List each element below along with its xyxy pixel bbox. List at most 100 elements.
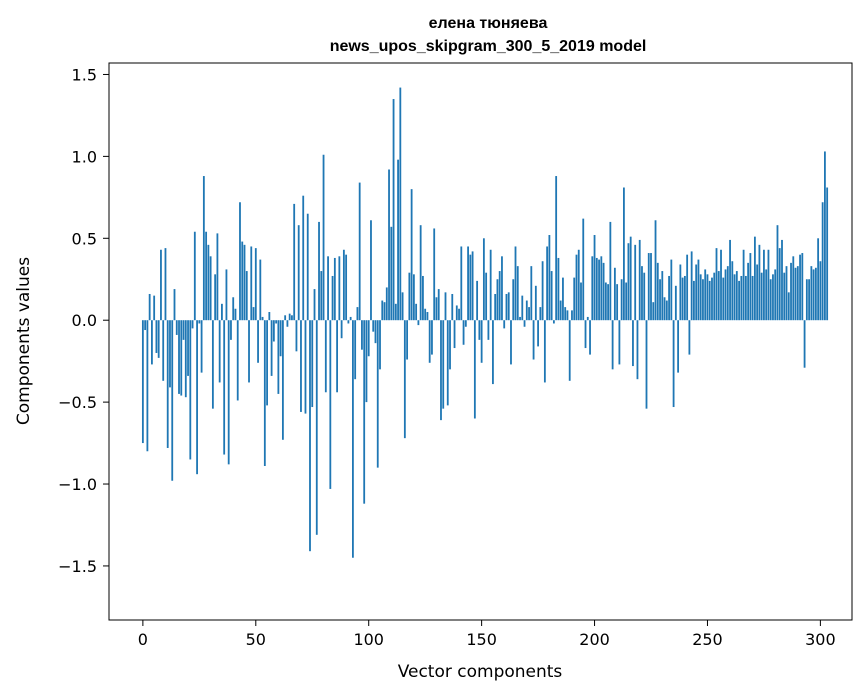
bar bbox=[455, 305, 458, 321]
bar bbox=[632, 320, 634, 367]
y-axis-label: Components values bbox=[14, 257, 34, 425]
bar bbox=[291, 315, 293, 321]
bar bbox=[202, 176, 205, 321]
bar bbox=[478, 320, 481, 340]
bar bbox=[340, 320, 343, 339]
y-tick-label: 0.5 bbox=[72, 229, 97, 248]
bar bbox=[740, 275, 743, 321]
bar bbox=[564, 307, 567, 321]
bar bbox=[713, 272, 716, 321]
bar bbox=[796, 266, 799, 321]
bar bbox=[376, 320, 379, 468]
bar bbox=[198, 320, 201, 324]
bar bbox=[595, 257, 598, 321]
bar bbox=[356, 307, 359, 321]
bar bbox=[625, 282, 628, 321]
bar bbox=[794, 267, 797, 321]
bar bbox=[342, 249, 345, 321]
bar bbox=[751, 275, 754, 321]
bar bbox=[440, 320, 442, 421]
bar bbox=[275, 320, 278, 324]
y-tick-label: 0.0 bbox=[72, 311, 97, 330]
bar bbox=[327, 256, 329, 321]
bar bbox=[582, 218, 585, 321]
bar bbox=[354, 320, 357, 380]
bar bbox=[336, 320, 338, 393]
bar bbox=[604, 282, 607, 321]
bar bbox=[171, 320, 174, 481]
bar bbox=[726, 266, 729, 321]
bar bbox=[286, 320, 289, 327]
chart-title: елена тюняева bbox=[429, 15, 548, 32]
bar bbox=[627, 243, 630, 321]
bar bbox=[300, 320, 302, 412]
bar bbox=[805, 279, 808, 321]
bar bbox=[638, 239, 641, 321]
bar bbox=[175, 320, 178, 335]
bar bbox=[790, 262, 792, 321]
bar bbox=[792, 256, 795, 321]
bar bbox=[591, 256, 594, 321]
bar bbox=[329, 320, 332, 489]
bar bbox=[331, 275, 334, 321]
bar bbox=[361, 320, 363, 350]
bar bbox=[144, 320, 147, 331]
bar bbox=[623, 187, 625, 321]
bar bbox=[261, 316, 264, 321]
bar bbox=[611, 320, 614, 370]
x-axis-ticks: 0 50 100 150 200 250 300 bbox=[138, 620, 836, 649]
y-tick-label: −0.5 bbox=[58, 393, 97, 412]
bar bbox=[449, 320, 451, 370]
x-tick-label: 50 bbox=[246, 630, 266, 649]
bar bbox=[708, 280, 711, 321]
bar bbox=[313, 289, 316, 321]
bar bbox=[431, 320, 433, 355]
bar bbox=[153, 295, 156, 321]
bar bbox=[571, 310, 573, 321]
bar bbox=[715, 248, 718, 321]
bar bbox=[345, 254, 348, 321]
bar bbox=[787, 292, 790, 321]
bar bbox=[403, 320, 406, 439]
bar bbox=[767, 249, 770, 321]
bar bbox=[546, 246, 549, 321]
bar bbox=[365, 320, 368, 403]
bar bbox=[489, 249, 492, 321]
bar bbox=[763, 249, 765, 321]
bar bbox=[552, 320, 555, 324]
bar bbox=[758, 244, 761, 321]
bar bbox=[257, 320, 259, 363]
bar bbox=[496, 279, 499, 321]
bar bbox=[555, 176, 558, 321]
bar bbox=[573, 277, 576, 321]
y-axis-ticks: 1.5 1.0 0.5 0.0 −0.5 −1.0 −1.5 bbox=[58, 65, 109, 576]
bar bbox=[236, 320, 239, 401]
bar bbox=[162, 320, 165, 381]
bar bbox=[641, 266, 643, 321]
bar bbox=[602, 262, 605, 321]
bar bbox=[248, 320, 250, 383]
bar bbox=[704, 269, 707, 321]
bar bbox=[801, 253, 804, 321]
bar bbox=[688, 320, 691, 355]
bar bbox=[315, 320, 318, 535]
bar bbox=[281, 320, 284, 440]
bar bbox=[765, 269, 768, 321]
bar bbox=[367, 320, 370, 357]
bar bbox=[318, 221, 320, 321]
bar bbox=[783, 272, 786, 321]
bar bbox=[182, 320, 185, 340]
bar bbox=[426, 312, 429, 321]
x-tick-label: 0 bbox=[138, 630, 148, 649]
bar bbox=[577, 249, 580, 321]
x-tick-label: 200 bbox=[579, 630, 610, 649]
chart-subtitle: news_upos_skipgram_300_5_2019 model bbox=[330, 38, 647, 55]
bar bbox=[460, 246, 463, 321]
bar bbox=[774, 269, 777, 321]
bar bbox=[293, 203, 296, 321]
bar bbox=[191, 320, 194, 329]
bar bbox=[277, 320, 280, 394]
bars-group bbox=[141, 87, 829, 558]
bar bbox=[214, 274, 217, 321]
bar bbox=[584, 320, 587, 349]
